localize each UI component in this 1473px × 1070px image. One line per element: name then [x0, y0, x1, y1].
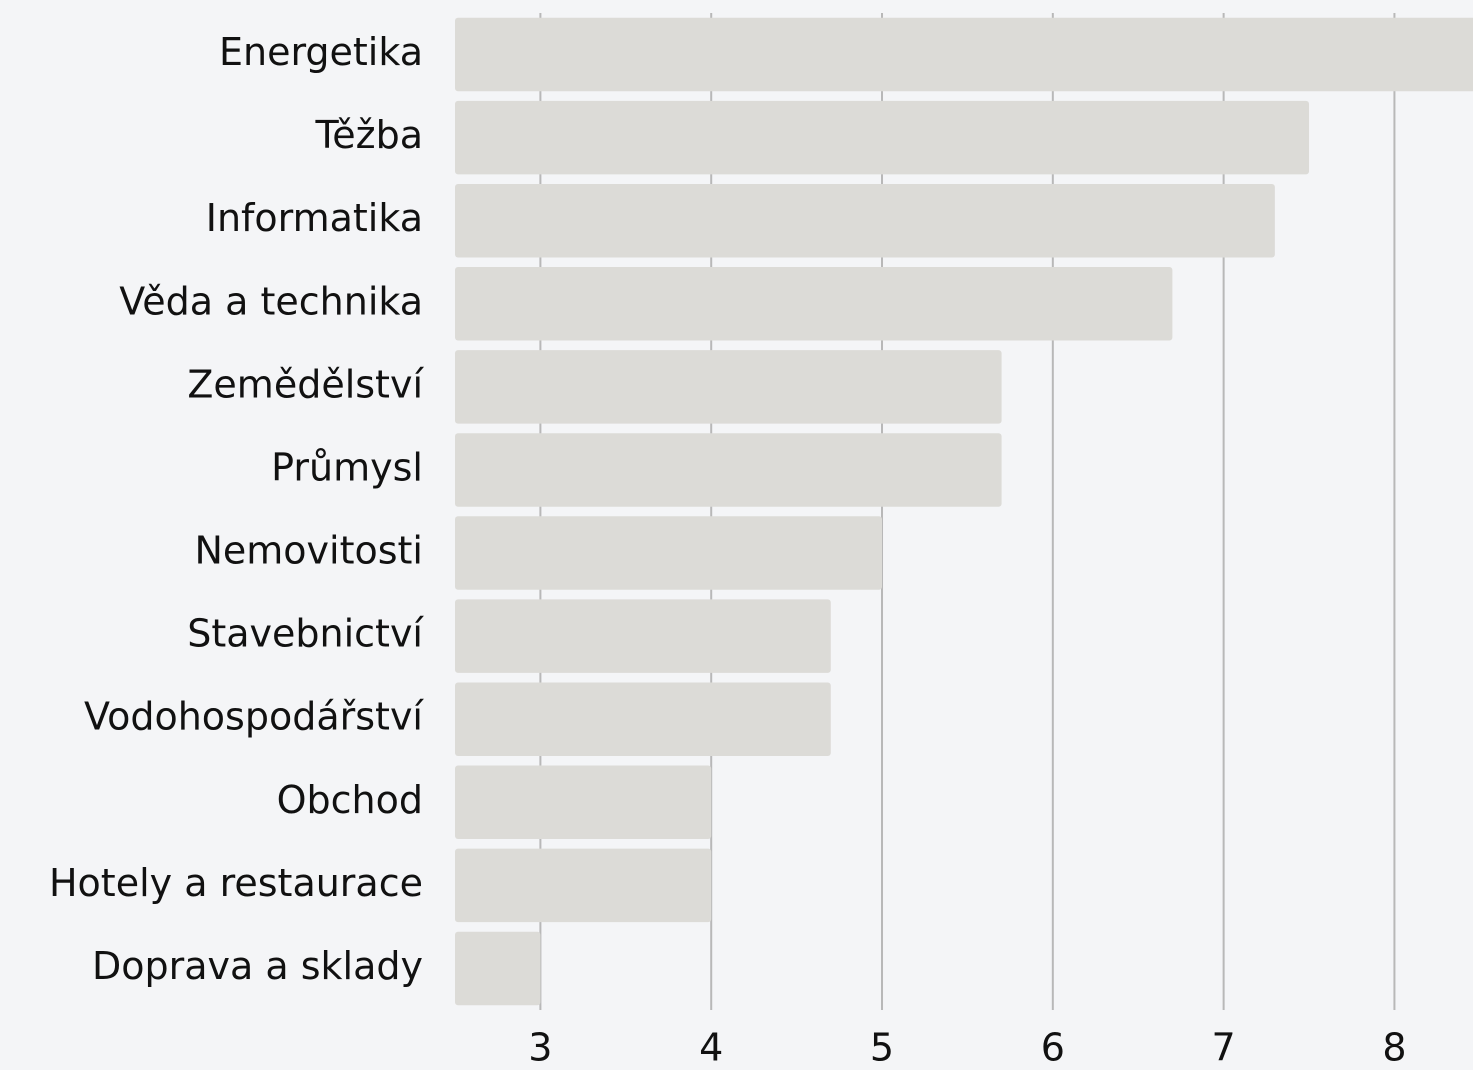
x-tick-label: 6 — [1041, 1026, 1065, 1070]
y-tick-label: Zemědělství — [187, 362, 424, 406]
bar — [455, 682, 831, 756]
y-tick-label: Hotely a restaurace — [49, 861, 423, 905]
bar — [455, 599, 831, 673]
y-tick-label: Obchod — [277, 778, 423, 822]
x-tick-label: 8 — [1382, 1026, 1406, 1070]
x-tick-label: 5 — [870, 1026, 894, 1070]
y-tick-label: Stavebnictví — [187, 612, 424, 656]
bar — [455, 765, 712, 840]
x-tick-label: 3 — [528, 1026, 552, 1070]
y-tick-label: Věda a technika — [119, 279, 423, 323]
y-tick-label: Průmysl — [271, 445, 423, 489]
y-tick-label: Vodohospodářství — [84, 695, 424, 739]
y-tick-label: Těžba — [315, 113, 424, 157]
bar — [455, 350, 1002, 424]
y-tick-label: Doprava a sklady — [92, 944, 423, 988]
y-tick-label: Informatika — [206, 196, 423, 240]
y-tick-label: Energetika — [219, 30, 423, 74]
bar — [455, 100, 1310, 175]
y-tick-label: Nemovitosti — [194, 529, 423, 573]
bar — [455, 516, 883, 590]
bar — [455, 433, 1002, 507]
bar — [455, 17, 1473, 92]
bar — [455, 931, 541, 1006]
x-tick-label: 7 — [1212, 1026, 1236, 1070]
bar — [455, 183, 1275, 258]
bar — [455, 848, 712, 923]
bar — [455, 267, 1173, 341]
x-tick-label: 4 — [699, 1026, 723, 1070]
